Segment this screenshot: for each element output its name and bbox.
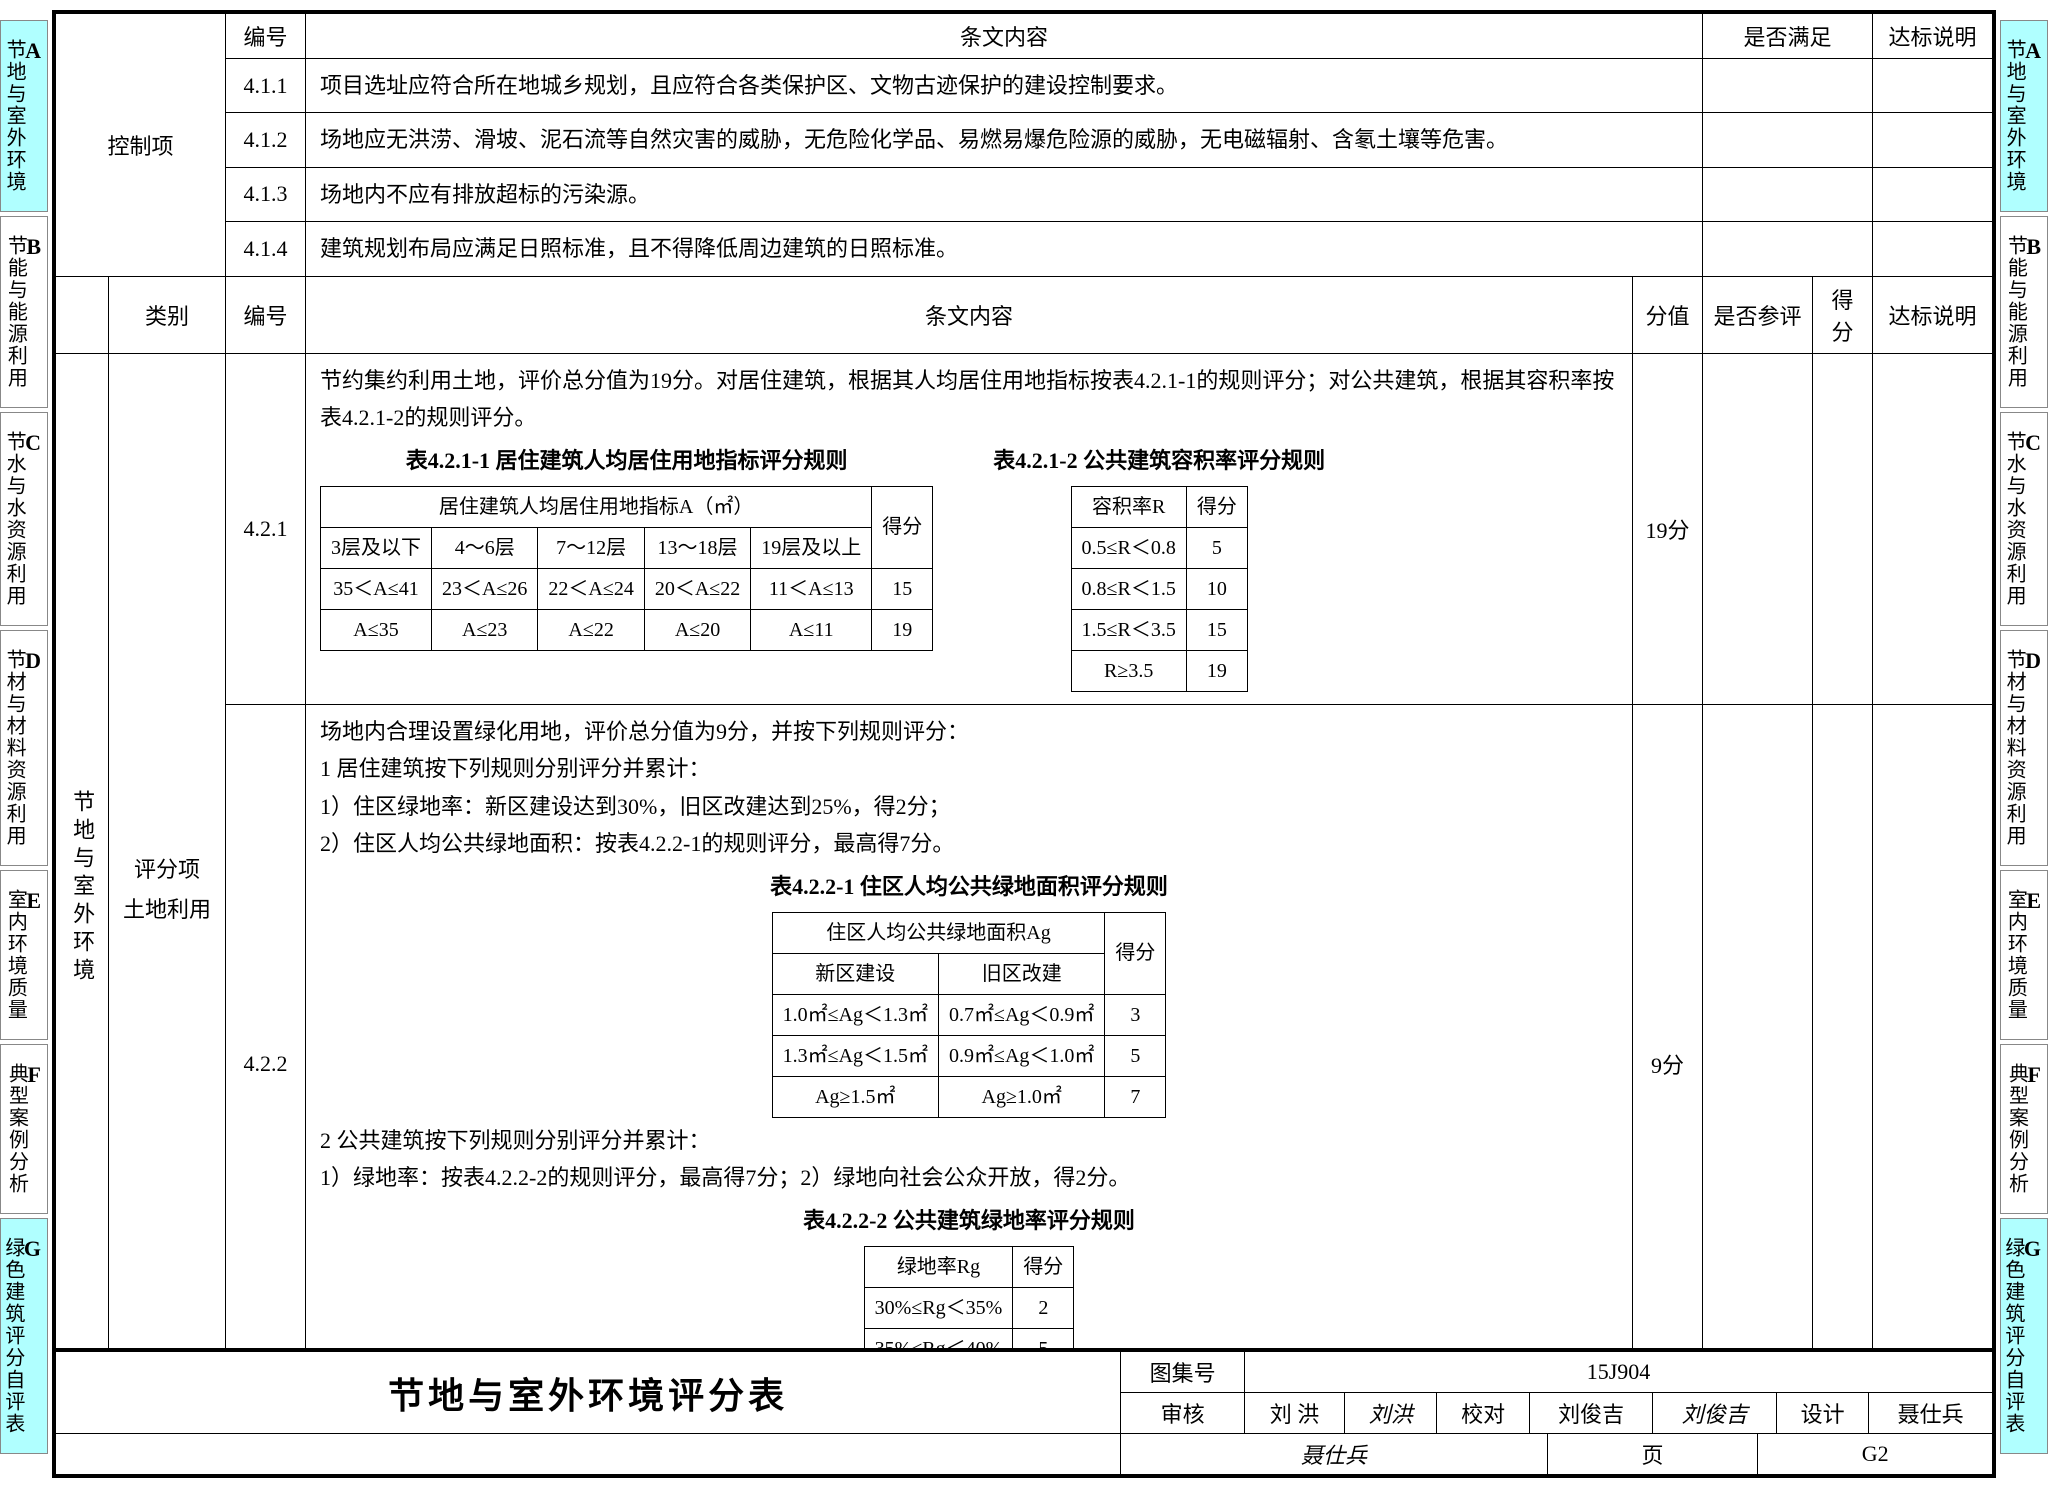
c-txt-2: 场地内不应有排放超标的污染源。 bbox=[306, 167, 1703, 221]
h2-score: 分值 bbox=[1633, 276, 1703, 353]
c-txt-0: 项目选址应符合所在地城乡规划，且应符合各类保护区、文物古迹保护的建设控制要求。 bbox=[306, 59, 1703, 113]
r422-p1b: 2）住区人均公共绿地面积：按表4.2.2-1的规则评分，最高得7分。 bbox=[320, 825, 1618, 862]
c-meet-1[interactable] bbox=[1703, 113, 1873, 167]
score-label: 评分项 bbox=[117, 852, 217, 884]
side-tab-C[interactable]: C节水与水资源利用 bbox=[2000, 412, 2048, 626]
c-txt-3: 建筑规划布局应满足日照标准，且不得降低周边建筑的日照标准。 bbox=[306, 222, 1703, 276]
r421-t2: 容积率R得分0.5≤R＜0.850.8≤R＜1.5101.5≤R＜3.515R≥… bbox=[1071, 486, 1248, 692]
side-tab-G[interactable]: G绿色建筑评分自评表 bbox=[2000, 1218, 2048, 1454]
c-note-1[interactable] bbox=[1873, 113, 1993, 167]
side-tab-B[interactable]: B节能与能源利用 bbox=[2000, 216, 2048, 408]
c-note-0[interactable] bbox=[1873, 59, 1993, 113]
r422-num: 4.2.2 bbox=[226, 704, 306, 1348]
h2-content: 条文内容 bbox=[306, 276, 1633, 353]
c-txt-1: 场地应无洪涝、滑坡、泥石流等自然灾害的威胁，无危险化学品、易燃易爆危险源的威胁，… bbox=[306, 113, 1703, 167]
side-tab-F[interactable]: F典型案例分析 bbox=[2000, 1044, 2048, 1214]
r421-t1: 居住建筑人均居住用地指标A（㎡）得分 3层及以下4～6层7～12层13～18层1… bbox=[320, 486, 933, 651]
c-num-1: 4.1.2 bbox=[226, 113, 306, 167]
r422-note[interactable] bbox=[1873, 704, 1993, 1348]
r421-t2-title: 表4.2.1-2 公共建筑容积率评分规则 bbox=[993, 442, 1325, 479]
r422-content: 场地内合理设置绿化用地，评价总分值为9分，并按下列规则评分： 1 居住建筑按下列… bbox=[306, 704, 1633, 1348]
h2-eval: 是否参评 bbox=[1703, 276, 1813, 353]
side-tab-E[interactable]: E室内环境质量 bbox=[0, 870, 48, 1040]
h1-num: 编号 bbox=[226, 14, 306, 59]
r421-t1-title: 表4.2.1-1 居住建筑人均居住用地指标评分规则 bbox=[320, 442, 933, 479]
review-l: 审核 bbox=[1121, 1393, 1245, 1434]
r422-t2-title: 表4.2.2-2 公共建筑绿地率评分规则 bbox=[320, 1202, 1618, 1239]
h2-cat: 类别 bbox=[109, 276, 226, 353]
r422-got[interactable] bbox=[1813, 704, 1873, 1348]
side-tab-F[interactable]: F典型案例分析 bbox=[0, 1044, 48, 1214]
control-label: 控制项 bbox=[56, 14, 226, 277]
r422-p2: 2 公共建筑按下列规则分别评分并累计： bbox=[320, 1122, 1618, 1159]
c-num-0: 4.1.1 bbox=[226, 59, 306, 113]
r422-p2a: 1）绿地率：按表4.2.2-2的规则评分，最高得7分；2）绿地向社会公众开放，得… bbox=[320, 1159, 1618, 1196]
album-value: 15J904 bbox=[1244, 1352, 1992, 1393]
c-meet-2[interactable] bbox=[1703, 167, 1873, 221]
r421-t1-h5: 得分 bbox=[872, 486, 933, 568]
check-v: 刘俊吉 bbox=[1529, 1393, 1653, 1434]
r421-content: 节约集约利用土地，评价总分值为19分。对居住建筑，根据其人均居住用地指标按表4.… bbox=[306, 353, 1633, 704]
h2-num: 编号 bbox=[226, 276, 306, 353]
page-frame: 控制项 编号 条文内容 是否满足 达标说明 4.1.1项目选址应符合所在地城乡规… bbox=[52, 10, 1996, 1478]
side-tab-A[interactable]: A节地与室外环境 bbox=[2000, 20, 2048, 212]
c-num-2: 4.1.3 bbox=[226, 167, 306, 221]
r421-note[interactable] bbox=[1873, 353, 1993, 704]
side-cat: 节地与室外环境 bbox=[56, 353, 109, 1348]
r422-t2: 绿地率Rg得分30%≤Rg＜35%235%≤Rg＜40%5R≥40%7 bbox=[864, 1246, 1075, 1348]
r421-t1-cap: 居住建筑人均居住用地指标A（㎡） bbox=[321, 486, 872, 527]
sub-cat: 土地利用 bbox=[123, 897, 211, 922]
design-l: 设计 bbox=[1776, 1393, 1868, 1434]
c-note-2[interactable] bbox=[1873, 167, 1993, 221]
side-tab-B[interactable]: B节能与能源利用 bbox=[0, 216, 48, 408]
h1-content: 条文内容 bbox=[306, 14, 1703, 59]
title-block: 节地与室外环境评分表 图集号 15J904 审核 刘 洪 刘洪 校对 刘俊吉 刘… bbox=[55, 1348, 1993, 1475]
r421-intro: 节约集约利用土地，评价总分值为19分。对居住建筑，根据其人均居住用地指标按表4.… bbox=[320, 362, 1618, 437]
r422-t1-h1: 旧区改建 bbox=[939, 953, 1105, 994]
right-tabs: A节地与室外环境B节能与能源利用C节水与水资源利用D节材与材料资源利用E室内环境… bbox=[2000, 0, 2048, 1488]
r422-eval[interactable] bbox=[1703, 704, 1813, 1348]
r422-t1: 住区人均公共绿地面积Ag得分 新区建设旧区改建 1.0㎡≤Ag＜1.3㎡0.7㎡… bbox=[772, 912, 1167, 1118]
h2-note: 达标说明 bbox=[1873, 276, 1993, 353]
r422-t1-h0: 新区建设 bbox=[772, 953, 938, 994]
r422-t1-h2: 得分 bbox=[1105, 912, 1166, 994]
review-v: 刘 洪 bbox=[1244, 1393, 1344, 1434]
c-meet-0[interactable] bbox=[1703, 59, 1873, 113]
side-tab-G[interactable]: G绿色建筑评分自评表 bbox=[0, 1218, 48, 1454]
r421-num: 4.2.1 bbox=[226, 353, 306, 704]
main-table: 控制项 编号 条文内容 是否满足 达标说明 4.1.1项目选址应符合所在地城乡规… bbox=[55, 13, 1993, 1348]
side-tab-A[interactable]: A节地与室外环境 bbox=[0, 20, 48, 212]
check-sig: 刘俊吉 bbox=[1653, 1393, 1777, 1434]
left-tabs: A节地与室外环境B节能与能源利用C节水与水资源利用D节材与材料资源利用E室内环境… bbox=[0, 0, 48, 1488]
c-num-3: 4.1.4 bbox=[226, 222, 306, 276]
album-label: 图集号 bbox=[1121, 1352, 1245, 1393]
side-tab-D[interactable]: D节材与材料资源利用 bbox=[2000, 630, 2048, 866]
r422-p0: 场地内合理设置绿化用地，评价总分值为9分，并按下列规则评分： bbox=[320, 713, 1618, 750]
h1-note: 达标说明 bbox=[1873, 14, 1993, 59]
sheet-title: 节地与室外环境评分表 bbox=[56, 1352, 1121, 1434]
h1-meet: 是否满足 bbox=[1703, 14, 1873, 59]
review-sig: 刘洪 bbox=[1345, 1393, 1437, 1434]
r421-score: 19分 bbox=[1633, 353, 1703, 704]
c-meet-3[interactable] bbox=[1703, 222, 1873, 276]
h2-got: 得分 bbox=[1813, 276, 1873, 353]
r421-eval[interactable] bbox=[1703, 353, 1813, 704]
r421-got[interactable] bbox=[1813, 353, 1873, 704]
r422-t1-cap: 住区人均公共绿地面积Ag bbox=[772, 912, 1105, 953]
side-tab-E[interactable]: E室内环境质量 bbox=[2000, 870, 2048, 1040]
side-tab-C[interactable]: C节水与水资源利用 bbox=[0, 412, 48, 626]
side-tab-D[interactable]: D节材与材料资源利用 bbox=[0, 630, 48, 866]
design-v: 聂仕兵 bbox=[1869, 1393, 1993, 1434]
design-sig: 聂仕兵 bbox=[1121, 1434, 1547, 1475]
page-l: 页 bbox=[1547, 1434, 1758, 1475]
check-l: 校对 bbox=[1437, 1393, 1529, 1434]
r422-p1a: 1）住区绿地率：新区建设达到30%，旧区改建达到25%，得2分； bbox=[320, 788, 1618, 825]
r422-t1-title: 表4.2.2-1 住区人均公共绿地面积评分规则 bbox=[320, 868, 1618, 905]
r422-p1: 1 居住建筑按下列规则分别评分并累计： bbox=[320, 750, 1618, 787]
page-v: G2 bbox=[1758, 1434, 1993, 1475]
c-note-3[interactable] bbox=[1873, 222, 1993, 276]
r422-score: 9分 bbox=[1633, 704, 1703, 1348]
